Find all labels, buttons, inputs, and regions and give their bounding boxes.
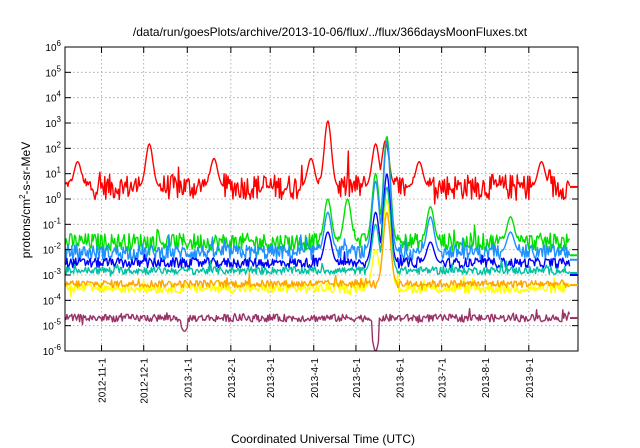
- chart-title: /data/run/goesPlots/archive/2013-10-06/f…: [133, 25, 528, 39]
- y-tick-label: 10-1: [43, 216, 62, 231]
- series-line-4: [65, 186, 571, 277]
- x-tick-label: 2012-12-1: [140, 358, 151, 404]
- y-tick-label: 10-3: [43, 267, 62, 282]
- x-tick-label: 2013-2-1: [227, 358, 238, 398]
- series-line-6: [65, 211, 570, 291]
- x-tick-label: 2013-5-1: [352, 358, 363, 398]
- y-tick-label: 105: [45, 64, 61, 79]
- x-tick-label: 2013-8-1: [481, 358, 492, 398]
- x-tick-label: 2013-3-1: [266, 358, 277, 398]
- x-tick-label: 2012-11-1: [98, 358, 109, 403]
- y-tick-label: 102: [45, 140, 61, 155]
- x-tick-label: 2013-7-1: [438, 358, 449, 398]
- y-axis-label: protons/cm2-s-sr-MeV: [18, 142, 33, 258]
- y-tick-label: 106: [45, 39, 61, 54]
- y-tick-label: 10-5: [43, 318, 62, 333]
- series-line-3: [65, 173, 571, 269]
- y-tick-label: 10-6: [43, 343, 62, 358]
- y-tick-label: 10-2: [43, 242, 62, 257]
- series-line-0: [65, 120, 571, 205]
- y-tick-label: 100: [45, 191, 61, 206]
- x-tick-label: 2013-9-1: [525, 358, 536, 398]
- series-line-2: [65, 140, 571, 264]
- series-line-5: [65, 198, 571, 297]
- y-tick-label: 104: [45, 90, 61, 105]
- y-tick-label: 10-4: [43, 292, 62, 307]
- series-line-1: [65, 135, 571, 256]
- y-axis-ticks: 10-6 10-5 10-4 10-3 10-2 10-1 100 101 102 103 104 1…: [43, 39, 578, 358]
- x-axis-ticks: 2012-11-1 2012-12-1 2013-1-1 2013-2-1 2013-3…: [98, 47, 536, 404]
- x-axis-label: Coordinated Universal Time (UTC): [231, 432, 415, 446]
- x-tick-label: 2013-4-1: [310, 358, 321, 398]
- series-line-7: [65, 308, 571, 351]
- x-tick-label: 2013-6-1: [396, 358, 407, 398]
- y-tick-label: 103: [45, 115, 61, 130]
- chart-grid: [65, 46, 578, 352]
- x-tick-label: 2013-1-1: [183, 358, 194, 398]
- y-tick-label: 101: [45, 166, 61, 181]
